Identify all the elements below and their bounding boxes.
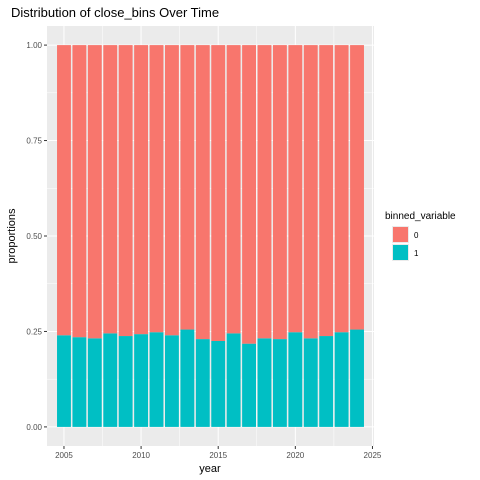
y-axis: 0.00 0.25 0.50 0.75 1.00 [26,41,47,432]
bar-segment-0-2022 [319,45,334,337]
bar-segment-0-2011 [149,45,164,333]
bar-segment-0-2015 [211,45,226,342]
y-tick-label: 0.75 [26,137,42,146]
bar-segment-0-2014 [195,45,210,340]
bar-segment-1-2008 [103,333,118,427]
bar-segment-0-2019 [272,45,287,340]
bar-segment-0-2016 [226,45,241,334]
y-axis-title: proportions [6,208,18,264]
x-tick-label: 2015 [209,451,227,460]
bar-segment-0-2007 [87,45,102,339]
bar-segment-1-2019 [272,339,287,427]
y-tick-label: 1.00 [26,41,42,50]
legend: binned_variable 0 1 [385,211,456,261]
bar-segment-1-2014 [195,339,210,427]
bar-segment-0-2008 [103,45,118,334]
bar-segment-1-2021 [303,338,318,427]
y-tick-label: 0.25 [26,327,42,336]
legend-label-1: 1 [414,249,419,258]
bar-segment-1-2010 [134,334,149,427]
bar-segment-1-2020 [288,332,303,427]
legend-swatch-1 [393,245,408,260]
bar-segment-1-2024 [350,329,364,427]
bar-segment-0-2005 [57,45,71,336]
bar-segment-0-2021 [303,45,318,339]
bar-segment-0-2017 [242,45,256,344]
bar-segment-1-2023 [334,332,349,427]
bar-segment-1-2006 [72,337,87,427]
bar-segment-1-2018 [257,338,272,427]
legend-swatch-0 [393,227,408,242]
bar-segment-1-2009 [118,336,133,427]
y-tick-label: 0.50 [26,232,42,241]
x-tick-label: 2020 [286,451,304,460]
x-tick-label: 2025 [364,451,382,460]
bar-segment-0-2018 [257,45,272,339]
bar-segment-1-2013 [180,329,195,427]
legend-label-0: 0 [414,231,419,240]
bar-segment-0-2010 [134,45,149,335]
x-axis-title: year [199,463,221,475]
bar-segment-0-2009 [118,45,133,337]
bar-segment-1-2007 [87,338,102,427]
x-tick-label: 2010 [132,451,150,460]
y-tick-label: 0.00 [26,423,42,432]
bar-segment-1-2012 [165,335,179,427]
bars [57,45,364,427]
bar-segment-1-2017 [242,343,256,427]
chart-title: Distribution of close_bins Over Time [11,5,219,20]
bar-segment-0-2023 [334,45,349,333]
bar-segment-1-2005 [57,335,71,427]
bar-segment-1-2022 [319,336,334,427]
bar-segment-0-2013 [180,45,195,330]
bar-segment-1-2016 [226,333,241,427]
x-tick-label: 2005 [55,451,73,460]
bar-segment-0-2006 [72,45,87,338]
bar-segment-0-2024 [350,45,364,330]
bar-segment-1-2015 [211,341,226,427]
bar-segment-1-2011 [149,332,164,427]
legend-title: binned_variable [385,211,456,222]
bar-segment-0-2012 [165,45,179,336]
bar-segment-0-2020 [288,45,303,333]
x-axis: 2005 2010 2015 2020 2025 [55,446,382,460]
